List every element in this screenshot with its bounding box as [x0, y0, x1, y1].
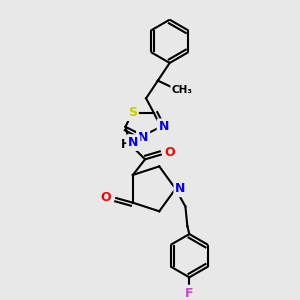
Text: N: N — [159, 120, 169, 133]
Text: S: S — [128, 106, 137, 119]
Text: F: F — [185, 286, 194, 300]
Text: O: O — [164, 146, 175, 159]
Text: N: N — [175, 182, 186, 195]
Text: CH₃: CH₃ — [172, 85, 193, 95]
Text: H: H — [121, 138, 130, 151]
Text: N: N — [128, 136, 139, 149]
Text: O: O — [100, 191, 111, 204]
Text: N: N — [138, 131, 148, 144]
